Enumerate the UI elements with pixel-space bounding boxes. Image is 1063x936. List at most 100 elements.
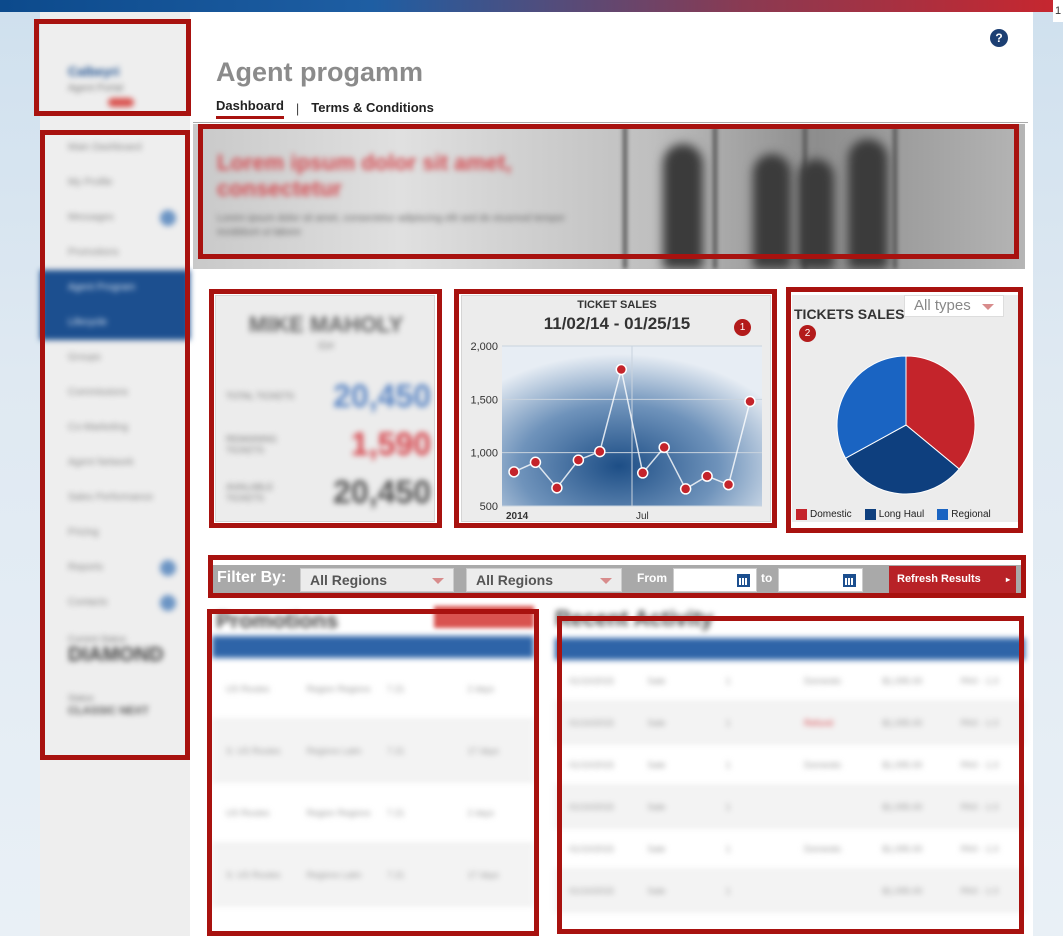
hero-window-frame	[893, 124, 897, 269]
region-select-1[interactable]: All Regions	[300, 568, 454, 592]
table-cell: PAX - 1.0	[960, 885, 999, 896]
sidebar-item[interactable]: Messages	[40, 200, 190, 235]
sidebar-item[interactable]: Lifecycle	[40, 305, 190, 340]
calendar-icon[interactable]	[737, 574, 750, 587]
refresh-results-label: Refresh Results	[897, 573, 981, 585]
y-tick-label: 1,000	[470, 448, 498, 460]
stat-remaining: REMAINING TICKETS 1,590	[226, 426, 431, 463]
notification-pill	[108, 98, 134, 107]
sidebar-item[interactable]: Commissions	[40, 375, 190, 410]
hero-body: Lorem ipsum dolor sit amet, consectetur …	[217, 213, 565, 238]
chevron-down-icon	[600, 578, 612, 584]
table-row[interactable]: 01/10/2015 Sale 1 Domestic $1,095.00 PAX - 1.…	[555, 660, 1025, 702]
from-date-input[interactable]	[673, 568, 757, 592]
sidebar-item[interactable]: Co-Marketing	[40, 410, 190, 445]
hero-heading: Lorem ipsum dolor sit amet, consectetur	[217, 150, 512, 201]
next-status-block: Status CLASSIC NEXT	[68, 692, 149, 718]
sidebar-item[interactable]: Promotions	[40, 235, 190, 270]
table-cell: Refund	[803, 717, 834, 728]
agent-id: ID#	[318, 341, 334, 352]
hero-figure	[663, 144, 703, 269]
table-cell: Sale	[647, 717, 666, 728]
tab-separator: |	[295, 101, 300, 116]
table-cell: 2 days	[467, 683, 495, 694]
stat-label: AVAILABLE TICKETS	[226, 481, 274, 503]
table-header	[212, 636, 534, 658]
chevron-down-icon	[982, 304, 994, 310]
stat-value: 1,590	[350, 426, 431, 462]
to-date-input[interactable]	[778, 568, 863, 592]
table-cell: 01/10/2015	[569, 759, 615, 770]
sidebar-item[interactable]: Main Dashboard	[40, 130, 190, 165]
table-row[interactable]: US Routes Region Regions 7.21 2 days	[212, 782, 534, 844]
table-cell: S. US Routes	[226, 869, 281, 880]
data-point	[658, 441, 670, 454]
y-tick-label: 2,000	[470, 341, 498, 353]
pie-slice-regional[interactable]	[836, 355, 907, 459]
ticket-types-pie-chart[interactable]	[792, 295, 1018, 495]
data-point	[701, 470, 713, 482]
table-row[interactable]: S. US Routes Regions Latin 7.21 17 days	[212, 720, 534, 782]
promotions-table: US Routes Region Regions 7.21 2 days S. US R…	[212, 636, 534, 928]
table-cell: PAX - 1.0	[960, 675, 999, 686]
sidebar-item[interactable]: Sales Performance	[40, 480, 190, 515]
pie-slice-domestic[interactable]	[905, 355, 976, 470]
corner-marker: 1	[1053, 0, 1063, 22]
table-row[interactable]: 01/10/2015 Sale 1 $1,095.00 PAX - 1.0	[555, 870, 1025, 912]
hero-window-frame	[623, 124, 627, 269]
sidebar-item-badge	[160, 594, 176, 611]
promotions-view-all-button[interactable]	[434, 606, 534, 628]
sidebar-item-label: Main Dashboard	[68, 142, 142, 153]
chevron-down-icon	[432, 578, 444, 584]
table-cell: PAX - 1.0	[960, 843, 999, 854]
table-cell: 7.21	[387, 807, 405, 818]
hero-banner[interactable]: Lorem ipsum dolor sit amet, consectetur …	[193, 124, 1025, 269]
sidebar-item-label: Messages	[68, 212, 114, 223]
recent-activity-title: Recent Activity	[555, 606, 714, 631]
sidebar-logo[interactable]: Calbeyri Agent Portal	[68, 64, 134, 112]
table-row[interactable]: S. US Routes Regions Latin 7.21 17 days	[212, 844, 534, 906]
ticket-type-value: All types	[914, 297, 971, 314]
x-tick-label: 2014	[506, 511, 529, 522]
data-point	[679, 483, 692, 495]
table-cell: 1	[725, 717, 731, 728]
stat-value: 20,450	[333, 378, 431, 414]
sidebar-item-label: Agent Network	[68, 457, 134, 468]
tab-terms-conditions[interactable]: Terms & Conditions	[311, 99, 434, 115]
ticket-sales-line-chart[interactable]: 500 1,000 1,500 2,000 2014 Jul	[462, 336, 772, 523]
hero-text: Lorem ipsum dolor sit amet, consectetur …	[217, 150, 577, 240]
callout-badge-2: 2	[799, 325, 816, 342]
region-select-2[interactable]: All Regions	[466, 568, 622, 592]
sidebar-item[interactable]: Agent Network	[40, 445, 190, 480]
table-cell: Domestic	[803, 759, 842, 770]
table-cell: 01/10/2015	[569, 885, 615, 896]
sidebar-item[interactable]: My Profile	[40, 165, 190, 200]
sidebar-item[interactable]: Groups	[40, 340, 190, 375]
table-cell: Sale	[647, 801, 666, 812]
calendar-icon[interactable]	[843, 574, 856, 587]
table-row[interactable]: 01/10/2015 Sale 1 Domestic $1,095.00 PAX - 1.…	[555, 744, 1025, 786]
legend-item-domestic: Domestic	[796, 509, 852, 520]
help-icon[interactable]: ?	[990, 29, 1008, 47]
hero-figure	[798, 159, 834, 269]
tab-dashboard[interactable]: Dashboard	[216, 98, 284, 119]
sidebar-item[interactable]: Pricing	[40, 515, 190, 550]
table-row[interactable]: 01/10/2015 Sale 1 Refund $1,095.00 PAX - 1.0	[555, 702, 1025, 744]
table-row[interactable]: US Routes Region Regions 7.21 2 days	[212, 658, 534, 720]
sidebar-item[interactable]: Reports	[40, 550, 190, 585]
table-cell: $1,095.00	[882, 843, 923, 854]
data-point	[551, 482, 563, 494]
ticket-type-select[interactable]: All types	[904, 295, 1004, 317]
page-container: Calbeyri Agent Portal Main Dashboard My P…	[40, 12, 1033, 936]
table-row[interactable]: 01/10/2015 Sale 1 Domestic $1,095.00 PAX - 1.…	[555, 828, 1025, 870]
to-label: to	[761, 571, 773, 585]
table-cell: 1	[725, 885, 731, 896]
region-select-1-value: All Regions	[310, 572, 388, 588]
refresh-results-button[interactable]: Refresh Results ▸	[889, 566, 1016, 593]
table-cell: US Routes	[226, 807, 270, 818]
sidebar-item[interactable]: Contacts	[40, 585, 190, 620]
table-row[interactable]: 01/10/2015 Sale 1 $1,095.00 PAX - 1.0	[555, 786, 1025, 828]
sidebar-item[interactable]: Agent Program	[40, 270, 190, 305]
pie-slice-long-haul[interactable]	[844, 424, 960, 495]
table-cell: 01/10/2015	[569, 801, 615, 812]
